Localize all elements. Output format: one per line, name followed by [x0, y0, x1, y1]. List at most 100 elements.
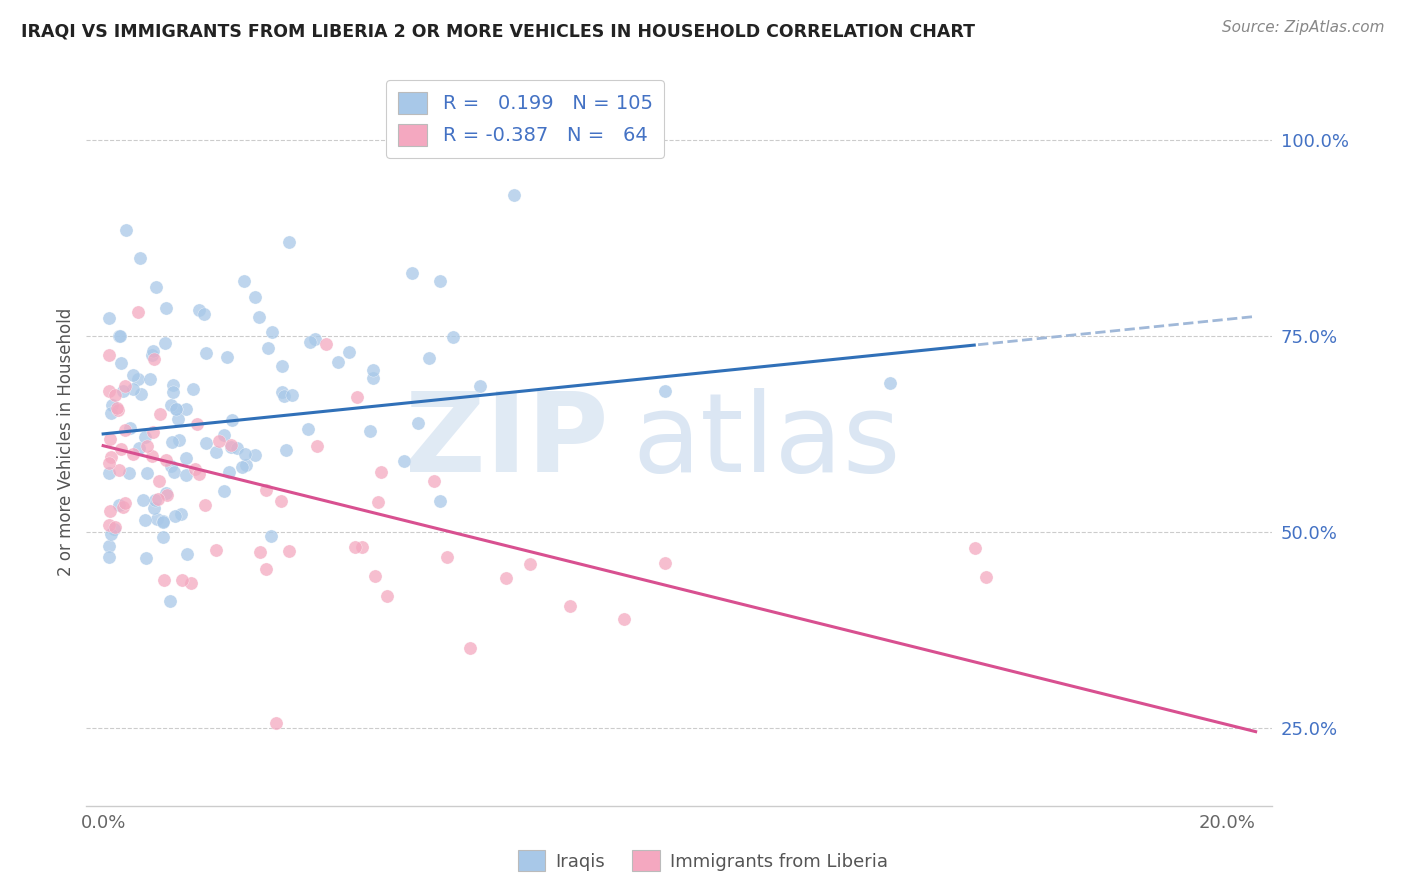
Text: IRAQI VS IMMIGRANTS FROM LIBERIA 2 OR MORE VEHICLES IN HOUSEHOLD CORRELATION CHA: IRAQI VS IMMIGRANTS FROM LIBERIA 2 OR MO… — [21, 22, 976, 40]
Point — [654, 384, 676, 398]
Point — [233, 447, 256, 461]
Point — [108, 329, 131, 343]
Point — [208, 434, 231, 449]
Point — [136, 466, 159, 480]
Point — [361, 363, 384, 377]
Point — [128, 441, 150, 455]
Point — [249, 544, 271, 558]
Point — [256, 341, 278, 355]
Point — [97, 466, 120, 480]
Point — [100, 450, 122, 464]
Point — [307, 439, 329, 453]
Point — [156, 488, 179, 502]
Point — [97, 384, 120, 399]
Point — [104, 388, 127, 402]
Point — [193, 307, 215, 321]
Point — [277, 235, 299, 249]
Point — [276, 442, 298, 457]
Point — [97, 550, 120, 565]
Point — [195, 345, 218, 359]
Point — [176, 402, 198, 417]
Point — [235, 458, 257, 472]
Point — [346, 391, 368, 405]
Point — [299, 334, 322, 349]
Point — [218, 465, 240, 479]
Point — [118, 467, 141, 481]
Point — [429, 274, 451, 288]
Point — [262, 325, 284, 339]
Point — [146, 492, 169, 507]
Point — [370, 465, 392, 479]
Point — [139, 372, 162, 386]
Point — [315, 337, 337, 351]
Point — [794, 870, 817, 884]
Point — [153, 573, 176, 587]
Point — [422, 474, 444, 488]
Point — [108, 329, 131, 343]
Point — [159, 458, 181, 473]
Point — [212, 484, 235, 499]
Point — [468, 378, 491, 392]
Point — [143, 500, 166, 515]
Point — [377, 589, 399, 603]
Point — [108, 498, 131, 512]
Point — [120, 421, 142, 435]
Point — [162, 385, 184, 400]
Point — [97, 348, 120, 362]
Point — [278, 543, 301, 558]
Point — [273, 389, 295, 403]
Point — [114, 496, 136, 510]
Point — [163, 466, 186, 480]
Point — [963, 541, 986, 555]
Point — [98, 517, 121, 532]
Point — [879, 376, 901, 390]
Point — [135, 439, 157, 453]
Point — [162, 434, 184, 449]
Point — [110, 442, 132, 457]
Point — [271, 359, 294, 373]
Y-axis label: 2 or more Vehicles in Household: 2 or more Vehicles in Household — [58, 308, 75, 576]
Point — [128, 251, 150, 265]
Point — [98, 456, 121, 470]
Point — [212, 428, 235, 442]
Point — [406, 416, 429, 430]
Point — [167, 412, 190, 426]
Point — [247, 310, 270, 324]
Point — [226, 442, 249, 456]
Point — [271, 385, 294, 400]
Point — [221, 413, 243, 427]
Point — [654, 556, 676, 570]
Point — [107, 463, 129, 477]
Point — [359, 424, 381, 438]
Point — [558, 599, 581, 614]
Point — [280, 387, 302, 401]
Point — [266, 716, 288, 731]
Point — [152, 515, 174, 529]
Point — [186, 417, 208, 432]
Point — [205, 542, 228, 557]
Point — [149, 408, 172, 422]
Point — [245, 448, 267, 462]
Point — [160, 398, 183, 412]
Point — [163, 509, 186, 524]
Point — [392, 454, 415, 468]
Point — [326, 355, 349, 369]
Point — [97, 539, 120, 553]
Point — [134, 513, 156, 527]
Point — [155, 301, 177, 315]
Point — [146, 512, 169, 526]
Point — [254, 562, 277, 576]
Point — [143, 493, 166, 508]
Point — [141, 425, 163, 439]
Point — [205, 445, 228, 459]
Point — [231, 459, 253, 474]
Point — [141, 449, 163, 463]
Point — [159, 594, 181, 608]
Point — [270, 494, 292, 508]
Point — [107, 402, 129, 417]
Point — [297, 422, 319, 436]
Point — [219, 440, 242, 454]
Point — [112, 384, 135, 398]
Point — [176, 450, 198, 465]
Point — [232, 274, 254, 288]
